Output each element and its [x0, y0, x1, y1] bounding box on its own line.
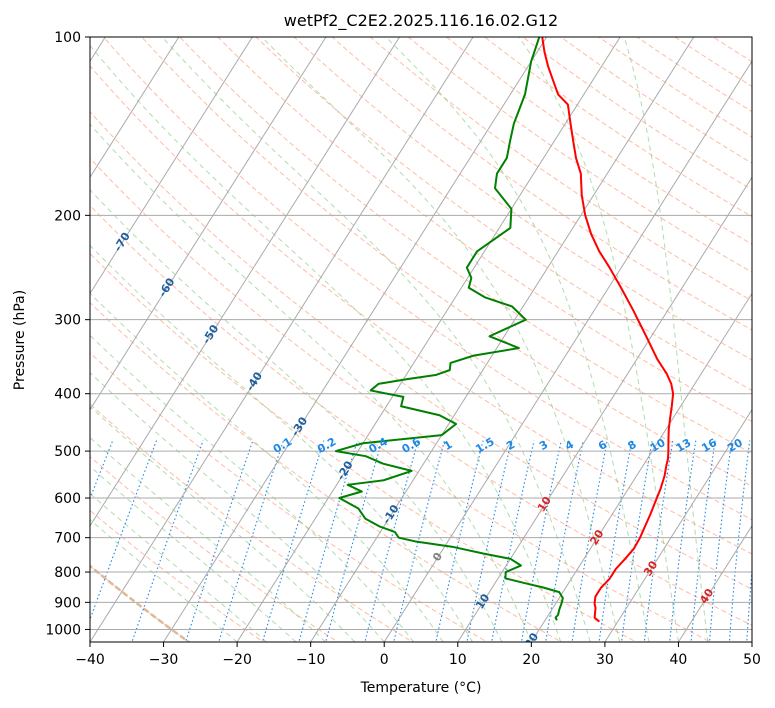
dry-adiabat: [90, 65, 752, 555]
mixing-ratio-line: [708, 440, 733, 642]
y-tick-label: 100: [54, 30, 81, 46]
moist-adiabat: [90, 436, 326, 642]
moist-adiabat: [90, 372, 385, 642]
isotherm-gridline: [90, 37, 327, 411]
mixing-ratio-line: [364, 440, 419, 642]
y-tick-label: 800: [54, 565, 81, 581]
moist-adiabats: [90, 37, 709, 642]
mixing-ratio-line: [690, 440, 716, 642]
mixing-ratio-line: [545, 440, 584, 642]
isotherm-label: 20: [522, 630, 541, 650]
mixing-ratio-line: [218, 440, 284, 642]
x-tick-label: 0: [380, 652, 389, 668]
isotherm-gridline: [310, 37, 695, 642]
y-tick-label: 500: [54, 444, 81, 460]
y-axis-title: Pressure (hPa): [12, 290, 28, 390]
mixing-ratio-label: 25: [751, 436, 771, 455]
moist-adiabat: [90, 465, 297, 642]
x-tick-label: 50: [743, 652, 761, 668]
mixing-ratio-line: [571, 440, 608, 642]
y-tick-label: 700: [54, 531, 81, 547]
profile-traces: [334, 37, 675, 623]
mixing-ratio-lines: [90, 440, 752, 642]
y-tick-label: 900: [54, 595, 81, 611]
dewpoint-trace: [334, 37, 564, 621]
mixing-ratio-line: [669, 440, 697, 642]
moist-adiabat: [90, 292, 444, 642]
mixing-ratio-line: [491, 440, 535, 642]
isotherm-gridline: [383, 60, 752, 642]
dry-adiabat: [141, 37, 752, 487]
moist-adiabat: [90, 123, 532, 642]
dry-adiabats: [90, 37, 752, 642]
isotherm-gridline: [678, 524, 752, 642]
moist-adiabat: [90, 44, 562, 642]
isobar-gridlines: [90, 37, 752, 630]
plot-area: -100-90-80-70-60-50-40-30-20-10010201020…: [90, 37, 771, 650]
temperature-trace: [541, 37, 675, 623]
mixing-ratio-line: [643, 440, 674, 642]
dry-adiabat: [255, 37, 752, 391]
x-tick-label: −20: [222, 652, 252, 668]
y-tick-label: 1000: [45, 622, 81, 638]
chart-title: wetPf2_C2E2.2025.116.16.02.G12: [284, 11, 558, 31]
isotherm-gridline: [90, 37, 474, 642]
mixing-ratio-line: [746, 564, 752, 642]
moist-adiabat: [90, 189, 503, 642]
mixing-ratio-line: [728, 440, 751, 642]
y-tick-label: 400: [54, 387, 81, 403]
moist-adiabat: [161, 37, 591, 642]
y-axis: 100 200 300 400 500 600 700 800 900 1000: [45, 30, 90, 638]
moist-adiabat: [623, 37, 709, 642]
y-tick-label: 300: [54, 313, 81, 329]
isotherm-gridline: [163, 37, 548, 642]
dry-adiabat: [90, 403, 414, 642]
mixing-ratio-line: [185, 440, 254, 642]
isotherm-gridlines: [90, 37, 752, 642]
isotherm-gridline: [90, 37, 180, 179]
dry-adiabat: [102, 37, 752, 521]
moist-adiabat: [90, 492, 267, 642]
x-axis-title: Temperature (°C): [360, 680, 482, 696]
x-tick-label: −30: [149, 652, 179, 668]
isotherm-gridline: [90, 37, 253, 295]
isotherm-gridline: [90, 37, 400, 527]
x-tick-label: −10: [296, 652, 326, 668]
y-tick-label: 600: [54, 491, 81, 507]
x-tick-label: 40: [670, 652, 688, 668]
mixing-ratio-line: [435, 440, 484, 642]
dry-adiabat: [90, 111, 752, 590]
plot-frame: [89, 36, 753, 643]
mixing-ratio-line: [325, 440, 383, 642]
isotherm-gridline: [604, 408, 752, 642]
isotherm-gridline: [457, 176, 752, 642]
x-tick-label: 20: [522, 652, 540, 668]
moist-adiabat: [90, 244, 473, 642]
x-tick-label: −40: [75, 652, 105, 668]
y-tick-label: 200: [54, 208, 81, 224]
x-axis: −40 −30 −20 −10 0 10 20 30 40 50: [75, 642, 761, 668]
mixing-ratio-line: [393, 440, 446, 642]
isotherm-gridline: [236, 37, 621, 642]
dry-adiabat: [90, 157, 752, 627]
isotherm-gridline: [530, 292, 752, 642]
x-tick-label: 30: [596, 652, 614, 668]
moist-adiabat: [385, 37, 650, 642]
mixing-ratio-line: [298, 440, 358, 642]
dry-adiabat: [331, 37, 752, 331]
moist-adiabat: [90, 518, 238, 642]
mixing-ratio-line: [598, 440, 633, 642]
x-tick-label: 10: [449, 652, 467, 668]
mixing-ratio-line: [620, 440, 653, 642]
mixing-ratio-line: [520, 440, 562, 642]
moist-adiabat: [518, 37, 679, 642]
